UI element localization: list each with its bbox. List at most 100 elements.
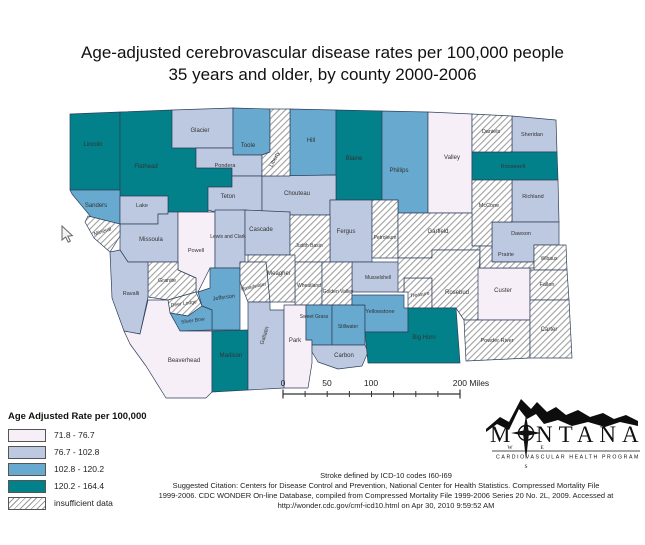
county-carbon [311,344,369,370]
county-label-stillwater: Stillwater [338,324,359,330]
title-line-2: 35 years and older, by county 2000-2006 [168,65,477,84]
county-judith_basin [289,214,331,263]
county-liberty [261,108,291,177]
county-valley [427,111,473,214]
county-label-sheridan: Sheridan [521,132,543,138]
citation-line-1: Stroke defined by ICD-10 codes I60-I69 [320,471,452,480]
county-golden_valley [321,261,353,306]
counties-layer [69,107,573,399]
county-label-madison: Madison [220,353,243,359]
county-label-meagher: Meagher [267,271,291,277]
county-label-judith_basin: Judith Basin [295,243,322,249]
county-label-roosevelt: Roosevelt [501,164,526,170]
scale-tick-0: 0 [281,378,286,388]
map-legend: Age Adjusted Rate per 100,000 71.8 - 76.… [8,411,147,513]
compass-rose-icon: W E S [507,415,544,470]
county-richland [511,179,560,223]
county-label-rosebud: Rosebud [445,290,469,296]
county-label-pondera: Pondera [215,163,237,169]
county-label-mccone: McCone [479,203,499,209]
legend-row-insufficient: insufficient data [8,496,147,510]
legend-row-class3: 102.8 - 120.2 [8,462,147,476]
legend-swatch-class3 [8,462,46,476]
county-label-deer_lodge: Deer Lodge [171,299,198,309]
county-carter [529,299,573,359]
county-label-powder_river: Powder River [480,338,513,344]
legend-label-class2: 76.7 - 102.8 [54,447,100,457]
legend-label-class3: 102.8 - 120.2 [54,464,105,474]
county-label-custer: Custer [494,288,512,294]
county-sweet_grass [305,304,333,346]
county-label-golden_valley: Golden Valley [323,289,354,295]
county-label-wibaux: Wibaux [541,256,558,262]
county-label-sanders: Sanders [85,203,107,209]
county-label-big_horn: Big Horn [412,335,435,341]
county-label-fergus: Fergus [337,229,356,235]
county-label-cascade: Cascade [249,227,273,233]
county-label-dawson: Dawson [511,231,531,237]
county-lincoln [69,111,121,191]
county-big_horn [364,307,461,364]
legend-swatch-class2 [8,445,46,459]
legend-label-class1: 71.8 - 76.7 [54,430,95,440]
county-label-carter: Carter [541,327,558,333]
montana-cvh-program-logo: M NTANA CARDIOVASCULAR HEALTH PROGRAM W … [486,399,640,470]
county-phillips [381,110,429,214]
county-label-chouteau: Chouteau [284,191,310,197]
county-label-petroleum: Petroleum [374,235,397,241]
county-label-teton: Teton [221,194,236,200]
mountain-ridge-icon [486,399,638,432]
county-label-garfield: Garfield [427,229,448,235]
legend-row-class1: 71.8 - 76.7 [8,428,147,442]
county-custer [477,267,531,321]
county-label-flathead: Flathead [134,164,157,170]
legend-title: Age Adjusted Rate per 100,000 [8,411,147,422]
citation-block: Stroke defined by ICD-10 codes I60-I69 S… [130,471,642,511]
legend-swatch-insufficient [8,496,46,510]
county-label-richland: Richland [522,194,543,200]
county-label-treasure: Treasure [410,291,431,300]
county-label-daniels: Daniels [482,129,501,135]
logo-subtitle: CARDIOVASCULAR HEALTH PROGRAM [496,455,640,461]
county-label-lincoln: Lincoln [83,142,102,148]
county-label-valley: Valley [444,155,460,161]
county-labels-layer: Lincoln Flathead Glacier Toole Hill Blaine Phi… [83,128,557,364]
county-madison [211,329,249,393]
legend-swatch-class1 [8,428,46,442]
legend-row-class2: 76.7 - 102.8 [8,445,147,459]
county-label-wheatland: Wheatland [297,283,321,289]
county-label-toole: Toole [241,143,256,149]
county-label-lewis_clark: Lewis and Clark [210,234,246,240]
county-label-gallatin: Gallatin [259,326,270,346]
county-label-jefferson: Jefferson [212,293,235,302]
citation-line-2: Suggested Citation: Centers for Disease … [172,481,600,490]
county-mineral [84,215,121,253]
legend-label-class4: 120.2 - 164.4 [54,481,105,491]
county-label-granite: Granite [158,278,176,284]
county-label-park: Park [289,338,302,344]
county-label-glacier: Glacier [190,128,209,134]
compass-east-label: E [540,445,544,451]
county-daniels [471,113,513,153]
title-line-1: Age-adjusted cerebrovascular disease rat… [81,43,564,62]
county-label-phillips: Phillips [389,168,408,174]
county-label-sweet_grass: Sweet Grass [300,314,329,320]
scale-bar: 0 50 100 200 Miles [281,378,489,399]
compass-west-label: W [507,445,513,451]
county-label-musselshell: Musselshell [365,275,391,281]
legend-row-class4: 120.2 - 164.4 [8,479,147,493]
county-label-prairie: Prairie [498,252,514,258]
county-label-hill: Hill [307,138,315,144]
county-label-beaverhead: Beaverhead [168,358,200,364]
county-label-powell: Powell [188,248,204,254]
county-label-broadwater: Broadwater [241,281,268,292]
county-label-blaine: Blaine [346,156,363,162]
citation-line-4: http://wonder.cdc.gov/cmf-icd10.html on … [277,501,495,510]
county-label-missoula: Missoula [139,237,163,243]
scale-tick-100: 100 [364,378,378,388]
county-label-yellowstone: Yellowstone [365,309,394,315]
county-granite [147,261,197,301]
county-label-ravalli: Ravalli [123,291,140,297]
